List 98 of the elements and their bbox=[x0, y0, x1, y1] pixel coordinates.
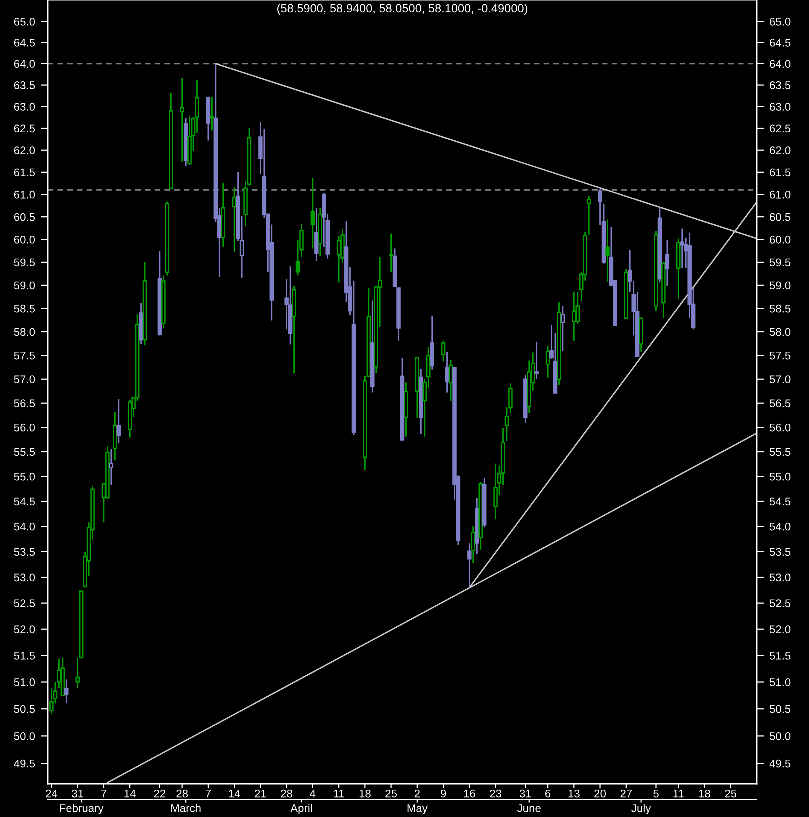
x-tick-label: 28 bbox=[281, 790, 293, 798]
y-tick-label: 58.5 bbox=[770, 304, 791, 313]
text: 62.5 bbox=[14, 124, 36, 133]
x-tick-label: 5 bbox=[654, 790, 659, 798]
x2-tick-label: June bbox=[518, 804, 541, 812]
y-tick-label: 64.0 bbox=[770, 60, 791, 68]
y-tick-label: 53.0 bbox=[770, 574, 791, 582]
text: 62.0 bbox=[14, 146, 36, 155]
y-tick-label: 56.0 bbox=[770, 424, 791, 432]
x-tick-label: 11 bbox=[674, 790, 684, 798]
y-tick-label: 57.0 bbox=[770, 376, 791, 384]
y-tick-label: 50.5 bbox=[770, 705, 791, 714]
text: 56.5 bbox=[14, 400, 36, 408]
x-tick-label: 11 bbox=[334, 790, 344, 798]
x-tick-label: 4 bbox=[310, 790, 316, 798]
text: 55.5 bbox=[14, 448, 36, 456]
x-tick-label: 31 bbox=[520, 790, 532, 798]
text: 60.5 bbox=[14, 213, 36, 222]
y-tick-label: 55.5 bbox=[770, 448, 791, 456]
text: 50.0 bbox=[14, 732, 36, 740]
text: 50.5 bbox=[14, 705, 36, 714]
text: 56.0 bbox=[14, 424, 36, 432]
y-tick-label: 62.0 bbox=[770, 146, 791, 155]
x-tick-label: 20 bbox=[594, 790, 606, 798]
y-tick-label: 63.5 bbox=[770, 82, 791, 90]
y-tick-label: 49.5 bbox=[770, 760, 791, 768]
y-tick-label: 51.0 bbox=[770, 678, 791, 686]
y-tick-label: 56.5 bbox=[770, 400, 791, 408]
y-tick-label: 65.0 bbox=[770, 18, 791, 26]
y-tick-label: 52.0 bbox=[770, 626, 791, 634]
text: 54.0 bbox=[14, 522, 36, 531]
x-tick-label: 22 bbox=[154, 790, 166, 798]
text: 57.0 bbox=[14, 376, 36, 384]
text: 57.5 bbox=[14, 352, 36, 360]
y-tick-label: 51.5 bbox=[770, 652, 791, 660]
text: 53.0 bbox=[14, 574, 36, 582]
x-tick-label: 31 bbox=[72, 790, 84, 798]
text: 61.5 bbox=[14, 168, 36, 177]
x-tick-label: 7 bbox=[206, 790, 211, 798]
text: 58.5 bbox=[14, 304, 36, 313]
text: 63.5 bbox=[14, 82, 36, 90]
text: 61.0 bbox=[14, 190, 36, 199]
text: 64.5 bbox=[14, 38, 36, 47]
text: 52.0 bbox=[14, 626, 36, 634]
x-tick-label: 24 bbox=[46, 790, 58, 798]
text: 49.5 bbox=[14, 760, 36, 768]
text: 59.5 bbox=[14, 258, 36, 267]
x-tick-label: 2 bbox=[414, 790, 420, 798]
y-tick-label: 63.0 bbox=[770, 103, 791, 111]
y-tick-label: 59.5 bbox=[770, 258, 791, 267]
x-tick-label: 13 bbox=[568, 790, 580, 798]
x-tick-label: 18 bbox=[699, 790, 710, 798]
text: 64.0 bbox=[14, 60, 36, 68]
x2-tick-label: April bbox=[290, 804, 312, 815]
x-tick-label: 25 bbox=[386, 790, 398, 798]
y-tick-label: 61.5 bbox=[770, 168, 791, 177]
text: 54.5 bbox=[14, 498, 36, 506]
x-tick-label: 23 bbox=[490, 790, 502, 798]
y-tick-label: 60.5 bbox=[770, 213, 791, 222]
y-tick-label: 50.0 bbox=[770, 732, 791, 740]
y-tick-label: 55.0 bbox=[770, 472, 791, 481]
x-tick-label: 9 bbox=[440, 790, 446, 798]
x-tick-label: 16 bbox=[464, 790, 476, 798]
x2-tick-label: May bbox=[408, 804, 428, 815]
text: 51.5 bbox=[14, 652, 36, 660]
text: 53.5 bbox=[14, 548, 36, 556]
text: 59.0 bbox=[14, 282, 36, 290]
x2-tick-label: March bbox=[172, 804, 201, 812]
x2-tick-label: July bbox=[632, 804, 652, 815]
x-tick-label: 7 bbox=[101, 790, 107, 798]
text: 63.0 bbox=[14, 103, 36, 111]
x-tick-label: 14 bbox=[124, 790, 136, 798]
text: 55.0 bbox=[14, 472, 36, 481]
y-tick-label: 53.5 bbox=[770, 548, 791, 556]
y-tick-label: 59.0 bbox=[770, 282, 791, 290]
x-tick-label: 14 bbox=[229, 790, 240, 798]
y-tick-label: 52.5 bbox=[770, 600, 791, 608]
text: 52.5 bbox=[14, 600, 36, 608]
y-tick-label: 60.0 bbox=[770, 236, 791, 244]
x-tick-label: 18 bbox=[360, 790, 371, 798]
x-tick-label: 6 bbox=[546, 790, 551, 798]
y-tick-label: 62.5 bbox=[770, 124, 791, 133]
y-tick-label: 61.0 bbox=[770, 190, 791, 199]
chart-title: (58.5900, 58.9400, 58.0500, 58.1000, -0.49000) bbox=[278, 4, 528, 15]
x2-tick-label: February bbox=[60, 804, 104, 815]
x-tick-label: 25 bbox=[725, 790, 737, 798]
x-tick-label: 21 bbox=[255, 790, 266, 798]
text: 51.0 bbox=[14, 678, 36, 686]
text: 65.0 bbox=[14, 18, 36, 26]
y-tick-label: 58.0 bbox=[770, 328, 791, 336]
text: 58.0 bbox=[14, 328, 36, 336]
text: 60.0 bbox=[14, 236, 36, 244]
x-tick-label: 27 bbox=[620, 790, 632, 798]
y-tick-label: 54.5 bbox=[770, 498, 791, 506]
x-tick-label: 28 bbox=[176, 790, 188, 798]
y-tick-label: 64.5 bbox=[770, 38, 791, 47]
y-tick-label: 57.5 bbox=[770, 352, 791, 360]
y-tick-label: 54.0 bbox=[770, 522, 791, 531]
